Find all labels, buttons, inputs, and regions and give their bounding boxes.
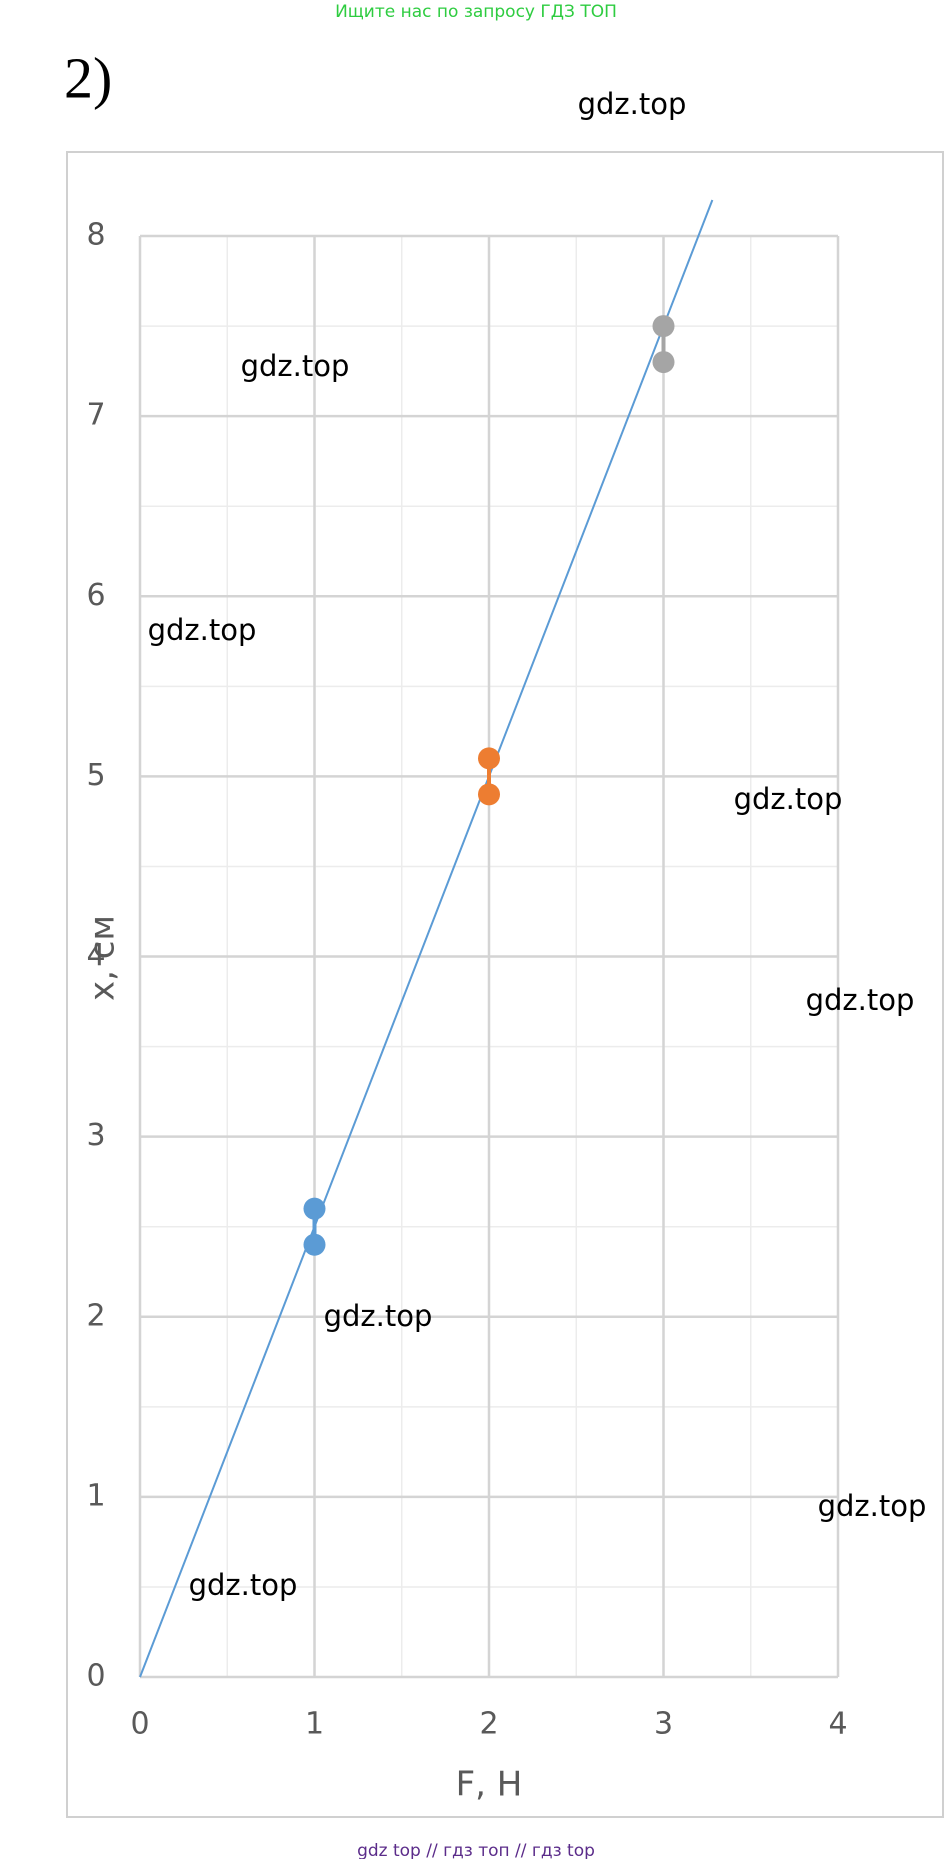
y-tick-label: 7 <box>86 398 105 433</box>
x-tick-label: 0 <box>130 1707 149 1742</box>
watermark: gdz.top <box>578 87 687 121</box>
watermark: gdz.top <box>734 782 843 816</box>
y-tick-label: 5 <box>86 758 105 793</box>
x-tick-label: 1 <box>305 1707 324 1742</box>
y-tick-label: 8 <box>86 218 105 253</box>
header-text: Ищите нас по запросу ГДЗ ТОП <box>335 2 617 22</box>
data-point <box>478 747 500 770</box>
task-label: 2) <box>64 45 112 110</box>
watermark: gdz.top <box>806 983 915 1017</box>
y-tick-label: 3 <box>86 1118 105 1153</box>
data-point <box>652 351 675 374</box>
x-tick-label: 4 <box>828 1707 847 1742</box>
x-axis-label: F, Н <box>456 1765 523 1805</box>
series-line <box>139 199 714 1678</box>
y-tick-label: 6 <box>86 578 105 613</box>
data-point <box>652 315 675 338</box>
y-tick-label: 1 <box>86 1478 105 1513</box>
x-tick-label: 3 <box>654 1707 673 1742</box>
y-tick-label: 2 <box>86 1298 105 1333</box>
watermark: gdz.top <box>324 1299 433 1333</box>
y-tick-label: 0 <box>86 1659 105 1694</box>
y-axis-label: x, см <box>83 915 123 1001</box>
watermark: gdz.top <box>189 1568 298 1602</box>
watermark: gdz.top <box>241 349 350 383</box>
footer: gdz top // гдз топ // гдз top <box>357 1841 595 1859</box>
data-point <box>303 1197 326 1220</box>
x-tick-label: 2 <box>479 1707 498 1742</box>
data-point <box>478 783 500 806</box>
y-tick-label: 4 <box>86 938 105 973</box>
data-point <box>303 1233 326 1256</box>
chart-frame <box>66 151 944 1818</box>
watermark: gdz.top <box>818 1489 927 1523</box>
watermark: gdz.top <box>148 613 257 647</box>
